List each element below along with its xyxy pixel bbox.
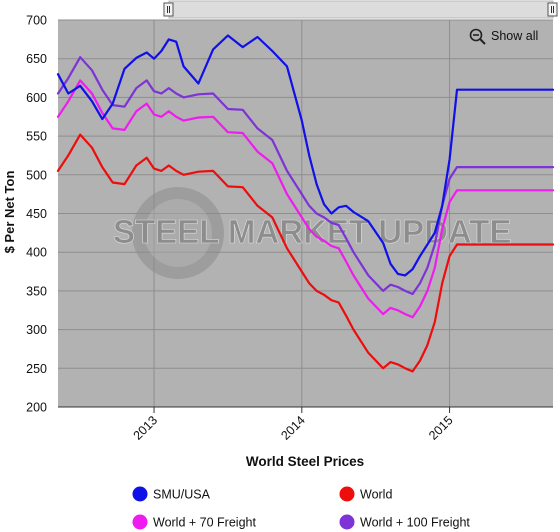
y-tick-label: 400 (26, 246, 47, 260)
y-tick-label: 200 (26, 401, 47, 415)
legend: SMU/USA World World + 70 Freight World + 10… (132, 486, 471, 530)
show-all-label: Show all (491, 29, 538, 43)
legend-marker (132, 514, 148, 530)
y-tick-label: 700 (26, 14, 47, 28)
navigator-handle-right[interactable] (547, 2, 558, 17)
zoom-out-icon (469, 28, 486, 45)
navigator-handle-left[interactable] (163, 2, 174, 17)
series-line-4[interactable] (56, 56, 555, 296)
y-tick-label: 550 (26, 130, 47, 144)
y-tick-label: 600 (26, 91, 47, 105)
x-axis-label: World Steel Prices (246, 454, 364, 469)
navigator-track[interactable] (168, 0, 554, 19)
legend-item-4[interactable]: World + 100 Freight (339, 514, 471, 530)
legend-label: SMU/USA (153, 488, 211, 502)
legend-item-3[interactable]: World + 70 Freight (132, 514, 257, 530)
legend-item-2[interactable]: World (339, 486, 393, 502)
y-tick-label: 500 (26, 168, 47, 182)
y-axis-ticks: 200 250 300 350 400 450 500 550 600 650 700 (26, 14, 47, 415)
x-tick-label: 2014 (278, 413, 308, 443)
x-tick-label: 2013 (131, 413, 161, 443)
show-all-button[interactable]: Show all (469, 28, 539, 45)
series-line-1[interactable] (56, 34, 555, 277)
series-line-3[interactable] (56, 79, 555, 319)
legend-label: World + 100 Freight (360, 516, 470, 530)
legend-label: World + 70 Freight (153, 516, 256, 530)
x-axis-ticks: 2013 2014 2015 (131, 407, 456, 443)
legend-marker (132, 486, 148, 502)
legend-item-1[interactable]: SMU/USA (132, 486, 211, 502)
legend-marker (339, 486, 355, 502)
y-tick-label: 250 (26, 362, 47, 376)
legend-marker (339, 514, 355, 530)
y-tick-label: 450 (26, 207, 47, 221)
series-lines (56, 34, 555, 373)
legend-label: World (360, 488, 392, 502)
y-tick-label: 650 (26, 52, 47, 66)
y-tick-label: 300 (26, 323, 47, 337)
x-tick-label: 2015 (426, 413, 456, 443)
y-tick-label: 350 (26, 284, 47, 298)
series-line-2[interactable] (56, 133, 555, 373)
y-axis-label: $ Per Net Ton (2, 171, 17, 254)
